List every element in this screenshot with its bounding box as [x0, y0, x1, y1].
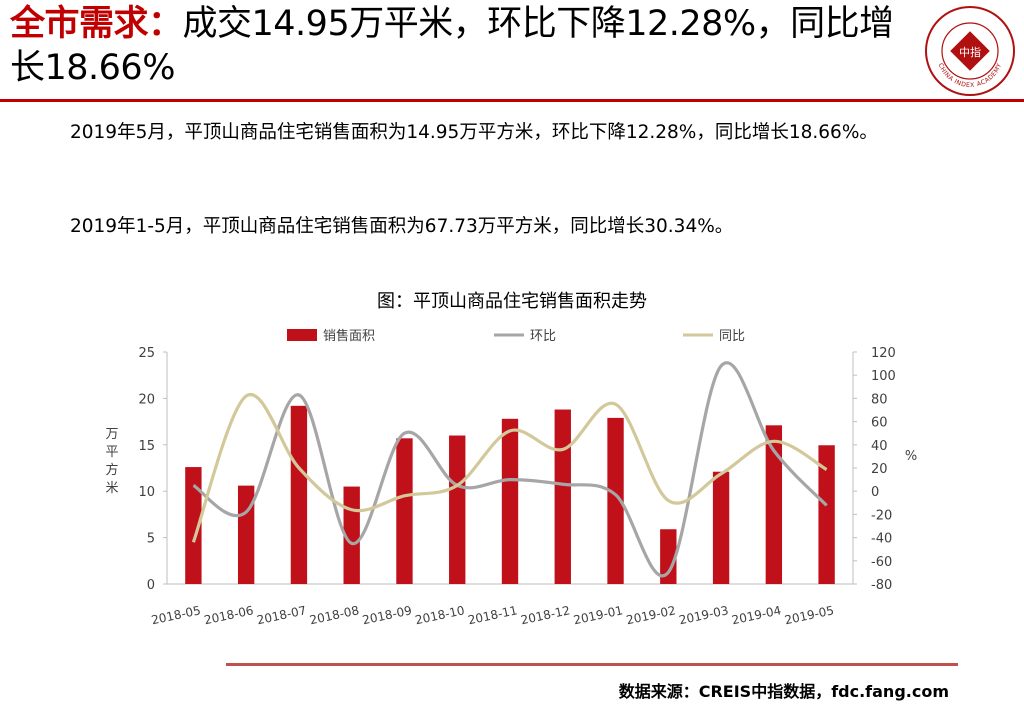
- y-tick-label: 20: [138, 392, 155, 407]
- y-axis-label-char: 平: [105, 445, 118, 460]
- x-tick-label: 2018-11: [467, 603, 519, 627]
- title-rest: 成交14.95万平米，环比下降12.28%，同比增长18.66%: [10, 4, 894, 88]
- x-tick-label: 2018-09: [361, 603, 413, 627]
- bar-2018-12: [554, 409, 571, 584]
- chart-title: 图：平顶山商品住宅销售面积走势: [377, 291, 647, 312]
- y-tick-label: 25: [138, 346, 155, 361]
- x-tick-label: 2019-05: [783, 603, 835, 627]
- x-tick-label: 2019-01: [572, 603, 624, 627]
- bar-2019-05: [818, 445, 835, 584]
- x-tick-label: 2018-12: [519, 603, 571, 627]
- bar-2019-02: [660, 529, 677, 584]
- bar-2018-06: [237, 485, 255, 584]
- x-tick-label: 2019-02: [625, 603, 677, 627]
- x-tick-label: 2018-08: [308, 603, 360, 627]
- y2-axis-label: %: [905, 449, 917, 464]
- y-axis-label-char: 方: [105, 462, 118, 478]
- line-tongbi: [191, 392, 828, 543]
- y2-tick-label: 100: [871, 369, 896, 384]
- y2-tick-label: 40: [871, 439, 888, 454]
- title-highlight: 全市需求：: [10, 4, 183, 44]
- x-tick-label: 2019-03: [678, 603, 730, 627]
- bar-2019-01: [607, 417, 624, 584]
- bar-2019-03: [712, 471, 730, 584]
- line-huanbi: [192, 361, 828, 578]
- x-tick-label: 2018-07: [256, 603, 308, 627]
- y-tick-label: 10: [138, 485, 155, 500]
- bar-2019-04: [765, 425, 783, 584]
- paragraph-2: 2019年1-5月，平顶山商品住宅销售面积为67.73万平方米，同比增长30.3…: [70, 216, 734, 237]
- bar-2018-10: [449, 435, 466, 584]
- bar-2018-11: [501, 418, 519, 584]
- bar-2018-09: [396, 438, 413, 584]
- paragraph-1: 2019年5月，平顶山商品住宅销售面积为14.95万平方米，环比下降12.28%…: [70, 122, 878, 143]
- y2-tick-label: -20: [871, 508, 892, 523]
- y2-tick-label: -60: [871, 555, 892, 570]
- x-tick-label: 2018-06: [203, 603, 255, 627]
- y2-tick-label: 80: [871, 392, 888, 407]
- legend-swatch-0: [287, 329, 317, 341]
- y-tick-label: 5: [147, 532, 155, 547]
- y2-tick-label: 0: [871, 485, 879, 500]
- y2-tick-label: 60: [871, 416, 888, 431]
- y-axis-label-char: 万: [105, 427, 118, 442]
- y2-tick-label: -80: [871, 578, 892, 593]
- y2-tick-label: -40: [871, 532, 892, 547]
- sales-area-chart: 0 5 10 15 20 25 -80 -60 -40 -20 0 20 40 60 80 100 120 万平方…: [105, 328, 917, 627]
- legend-label-1: 环比: [530, 329, 556, 344]
- page-title: 全市需求：成交14.95万平米，环比下降12.28%，同比增长18.66%: [10, 2, 915, 90]
- legend-label-2: 同比: [719, 329, 745, 344]
- footer-divider: [226, 663, 958, 666]
- title-divider: [0, 99, 1024, 102]
- x-tick-label: 2018-05: [150, 603, 202, 627]
- y2-tick-label: 120: [871, 346, 896, 361]
- x-tick-label: 2018-10: [414, 603, 466, 627]
- y2-tick-label: 20: [871, 462, 888, 477]
- legend-label-0: 销售面积: [323, 328, 375, 344]
- bar-2018-05: [185, 467, 202, 584]
- logo-center-text: 中指: [959, 45, 981, 59]
- x-tick-label: 2019-04: [731, 603, 783, 627]
- y-tick-label: 0: [147, 578, 155, 593]
- y-axis-label-char: 米: [105, 481, 118, 496]
- data-source: 数据来源：CREIS中指数据，fdc.fang.com: [618, 682, 949, 701]
- y-tick-label: 15: [138, 439, 155, 454]
- china-index-academy-logo: 中指 CHINA INDEX ACADEMY: [925, 6, 1015, 96]
- bar-2018-07: [290, 405, 308, 584]
